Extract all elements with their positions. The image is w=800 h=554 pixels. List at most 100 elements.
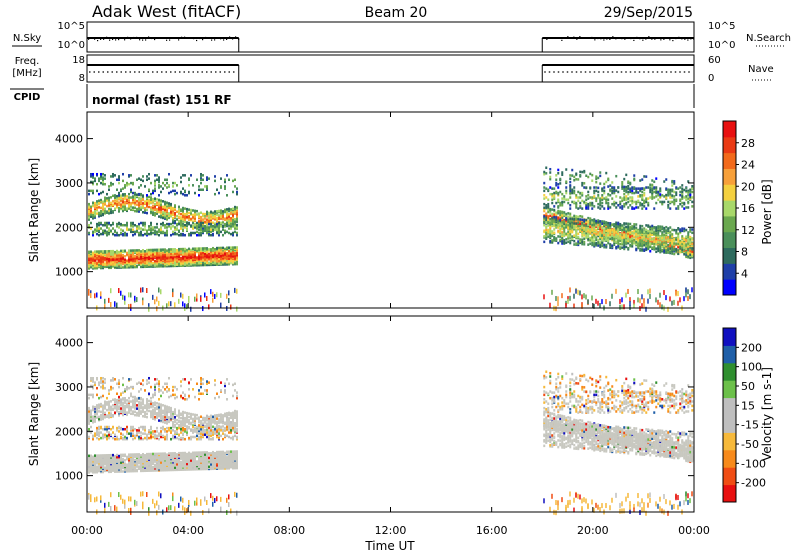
power-cell (675, 247, 678, 251)
power-cell (98, 227, 100, 230)
nsearch-point (603, 39, 605, 41)
power-cell (615, 201, 618, 205)
power-cell (647, 186, 650, 189)
power-cell (683, 227, 686, 231)
power-cell (643, 191, 646, 195)
power-cell (599, 224, 602, 228)
station-title: Adak West (fitACF) (92, 2, 241, 21)
nsearch-point (193, 38, 195, 40)
nsearch-point (223, 39, 225, 41)
velocity-cell (96, 454, 98, 457)
power-cell (649, 250, 652, 253)
power-cell (577, 221, 580, 224)
power-cell (112, 227, 114, 230)
power-cell (587, 226, 590, 230)
power-cell (619, 202, 622, 206)
power-cell (549, 175, 552, 179)
power-cell (575, 242, 578, 245)
power-cell (553, 187, 556, 190)
power-cell (689, 197, 692, 200)
power-cell (92, 203, 94, 207)
velocity-cell (100, 454, 102, 457)
power-cell (130, 221, 132, 225)
power-cell (671, 238, 674, 242)
power-cell (156, 226, 158, 229)
power-cell (597, 226, 600, 230)
power-cell (144, 232, 146, 236)
power-cell (164, 178, 166, 182)
power-cell (236, 217, 238, 220)
power-cell (92, 189, 94, 193)
power-cell (184, 252, 186, 255)
power-cell (156, 201, 158, 204)
power-cell (679, 241, 682, 245)
nsearch-point (184, 36, 186, 38)
power-cell (643, 248, 646, 251)
power-cell (679, 190, 682, 194)
power-cell (557, 183, 560, 186)
power-cell (148, 228, 150, 231)
power-cell (597, 240, 600, 244)
power-cell (188, 208, 190, 211)
velocity-cell (100, 436, 102, 440)
velocity-cell (104, 427, 106, 431)
power-cell (118, 191, 120, 195)
velocity-cell (112, 404, 114, 407)
velocity-cell (110, 414, 112, 418)
nsearch-point (142, 39, 144, 41)
power-cell (168, 253, 170, 257)
power-cell (641, 236, 644, 239)
power-cell (94, 201, 96, 205)
power-cell (621, 187, 624, 190)
power-cell (124, 184, 126, 187)
power-cell (601, 201, 604, 205)
power-cell (186, 227, 188, 230)
nsearch-point (672, 39, 674, 42)
power-cell (128, 205, 130, 208)
power-cell (611, 228, 614, 232)
power-cell (685, 250, 688, 254)
power-cell (102, 190, 104, 194)
power-cell (579, 205, 582, 208)
power-cell (599, 245, 602, 249)
power-cell (228, 213, 230, 216)
power-cell (589, 220, 592, 223)
power-cell (691, 231, 694, 235)
power-cell (110, 229, 112, 233)
colorbar-tick-label: 8 (741, 246, 748, 259)
power-cell (118, 226, 120, 229)
power-cell (188, 184, 190, 187)
power-cell (100, 172, 102, 176)
power-cell (567, 201, 570, 205)
power-cell (675, 193, 678, 197)
colorbar-segment (723, 152, 736, 169)
power-cell (687, 251, 690, 255)
power-cell (158, 300, 160, 306)
power-cell (675, 236, 678, 240)
power-cell (196, 178, 198, 182)
nsearch-point (160, 37, 162, 39)
power-cell (619, 246, 622, 249)
nsearch-point (546, 38, 548, 40)
velocity-cell (92, 393, 94, 397)
power-cell (170, 301, 172, 307)
power-cell (557, 191, 560, 195)
power-cell (543, 189, 546, 193)
power-cell (579, 238, 582, 241)
power-cell (669, 238, 672, 241)
power-cell (160, 248, 162, 251)
power-cell (226, 293, 228, 299)
power-cell (100, 206, 102, 210)
velocity-cell (108, 501, 110, 507)
power-cell (232, 231, 234, 235)
power-cell (206, 178, 208, 182)
power-cell (140, 201, 142, 205)
power-cell (583, 169, 586, 173)
power-cell (603, 228, 606, 231)
power-cell (136, 193, 138, 196)
power-cell (565, 221, 568, 225)
power-cell (591, 221, 594, 224)
power-cell (150, 210, 152, 214)
power-cell (571, 188, 574, 191)
nsearch-point (615, 38, 617, 40)
